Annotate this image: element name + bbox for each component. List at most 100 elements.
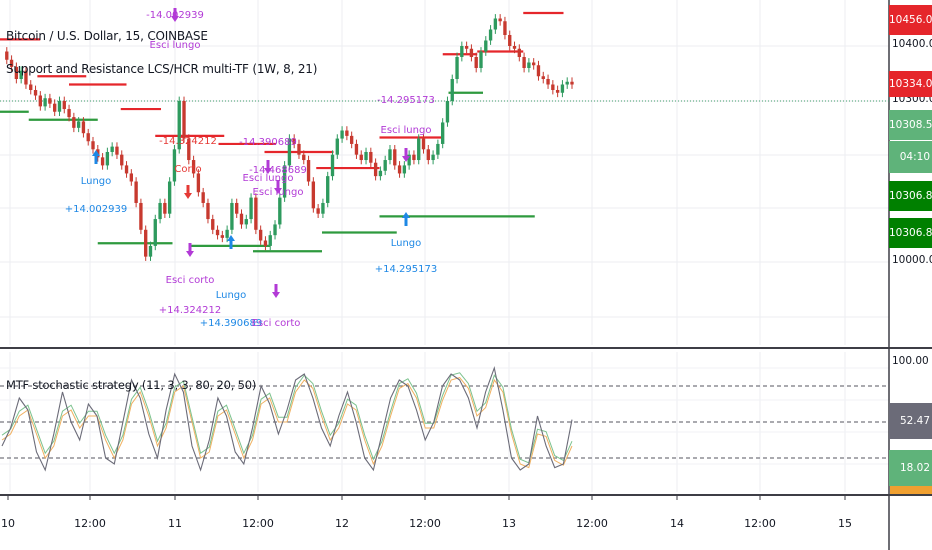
symbol-title[interactable]: Bitcoin / U.S. Dollar, 15, COINBASE [6,29,208,43]
candle-body [144,229,148,257]
signal-label: Lungo [80,176,112,187]
candle-body [220,235,225,238]
candle-body [153,219,157,246]
candle-body [546,79,550,85]
signal-arrow-shaft [173,8,177,16]
candle-body [460,46,464,57]
signal-label: Esci lungo [149,40,201,51]
time-tick-label: 12:00 [576,517,608,530]
candle-body [148,245,153,257]
candle-body [287,138,292,166]
candle-body [440,122,445,144]
price-tag: 04:10 [889,141,932,173]
candle-body [527,62,531,68]
signal-label: Lungo [390,238,422,249]
signal-arrow-up [227,235,235,241]
signal-label: Lungo [215,290,247,301]
candle-body [421,138,426,150]
candle-body [402,165,407,174]
time-tick-label: 12:00 [74,517,106,530]
candle-body [359,154,363,161]
candle-body [48,98,52,104]
candle-body [541,76,545,79]
signal-exit-short [272,284,280,298]
candle-body [14,66,19,79]
candle-body [369,151,373,163]
indicator-label[interactable]: Support and Resistance LCS/HCR multi-TF … [6,62,318,76]
candle-body [19,70,23,79]
candle-body [512,46,517,49]
candle-body [115,146,119,155]
candle-body [393,149,397,166]
candle-body [62,101,66,110]
signal-value: +14.324212 [158,305,222,316]
signal-arrow-shaft [276,180,280,188]
signal-arrow-up [92,150,100,156]
time-tick-label: 14 [670,517,684,530]
signal-arrow-shaft [274,284,278,292]
candle-body [5,51,9,60]
candle-body [163,202,167,214]
time-tick-label: 13 [502,517,516,530]
signal-arrow-down [272,292,280,298]
candle-body [206,202,210,220]
candle-body [273,224,277,236]
candle-body [105,151,110,166]
candle-body [38,95,42,107]
candle-body [340,130,344,139]
price-tag: 10334.07 [889,71,932,97]
candle-body [33,90,38,96]
oscillator-label[interactable]: MTF stochastic strategy (11, 3, 3, 80, 2… [6,378,257,392]
candle-body [81,121,86,134]
signal-value: -14.390689 [239,137,297,148]
candle-body [177,101,181,150]
candle-body [244,219,248,225]
signal-exit-long [264,160,272,174]
candle-body [67,109,71,118]
signal-exit-short [186,243,194,257]
candle-body [522,57,526,68]
osc-tick-label: 100.00 [892,355,929,367]
candle-body [426,149,430,161]
candle-body [297,143,301,155]
candle-body [72,117,76,128]
candle-body [278,197,282,225]
candle-body [196,173,201,193]
candle-body [167,181,172,214]
signal-arrow-down [171,16,179,22]
signal-value: -14.295173 [377,95,435,106]
candle-body [479,51,483,68]
candle-body [484,40,488,52]
candle-body [230,202,234,230]
candle-body [560,84,565,93]
time-tick-label: 10 [1,517,15,530]
price-tick-label: 10000.00 [892,254,932,266]
signal-exit-long [274,180,282,194]
signal-arrow-down [186,251,194,257]
candle-body [110,146,114,152]
signal-value: +14.002939 [64,204,128,215]
candle-body [76,121,81,128]
candle-body [517,48,521,57]
signal-value: -14.468689 [249,165,307,176]
candle-body [172,149,177,182]
candle-body [86,133,90,142]
time-tick-label: 12 [335,517,349,530]
candle-body [412,154,416,161]
candle-body [330,154,335,177]
candle-body [345,130,349,136]
candle-body [407,154,411,166]
candle-body [335,138,339,155]
candle-body [258,229,263,241]
candle-body [383,160,387,171]
signal-label: Esci lungo [380,125,432,136]
candle-body [158,202,162,220]
candle-body [455,57,459,79]
candle-body [201,192,205,203]
signal-arrow-up [402,212,410,218]
candle-body [187,138,191,161]
stoch-d-green [1,372,573,464]
signal-value: -14.324212 [159,136,217,147]
